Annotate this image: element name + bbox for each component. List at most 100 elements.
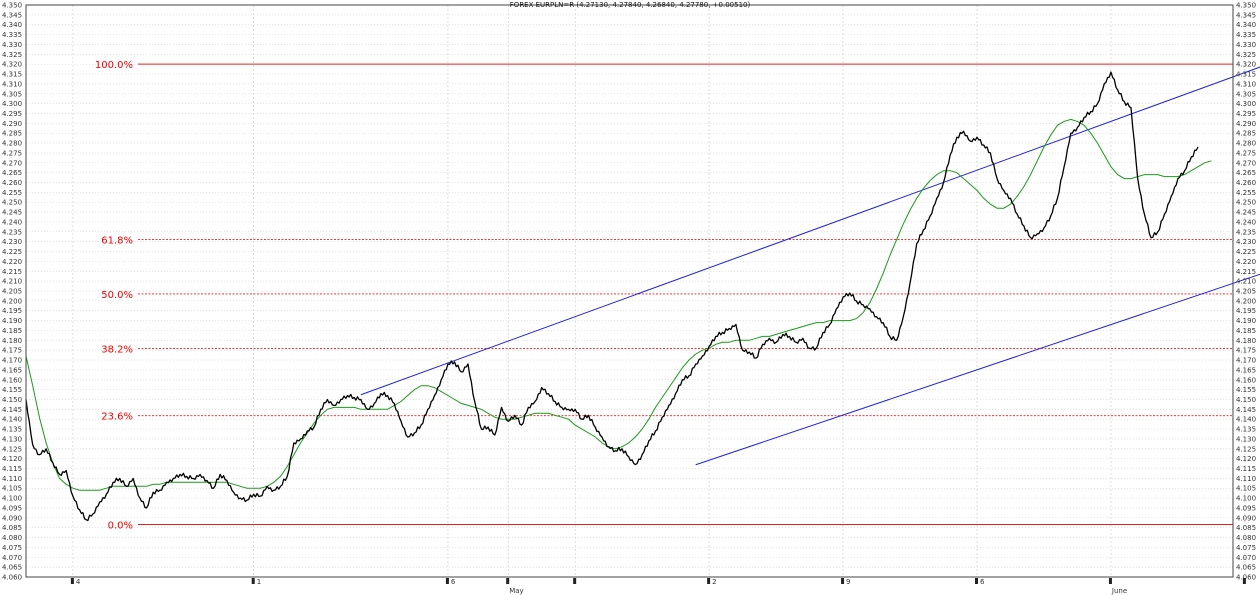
grid (26, 4, 1246, 578)
y-tick-label-left: 4.260 (2, 179, 22, 187)
upper-channel-line (360, 66, 1260, 396)
fib-level-label: 100.0% (95, 60, 133, 71)
y-tick-label-right: 4.185 (1236, 327, 1256, 335)
y-tick-label-right: 4.345 (1236, 11, 1256, 19)
y-tick-label-right: 4.120 (1236, 455, 1256, 463)
y-tick-label-left: 4.165 (2, 366, 22, 374)
y-tick-label-left: 4.095 (2, 504, 22, 512)
y-tick-label-right: 4.180 (1236, 337, 1256, 345)
y-tick-label-left: 4.130 (2, 435, 22, 443)
x-tick-marker (70, 578, 74, 584)
y-tick-label-right: 4.110 (1236, 475, 1256, 483)
y-tick-label-left: 4.185 (2, 327, 22, 335)
y-tick-label-left: 4.240 (2, 218, 22, 226)
y-tick-label-left: 4.105 (2, 485, 22, 493)
y-tick-label-left: 4.205 (2, 288, 22, 296)
y-tick-label-left: 4.215 (2, 268, 22, 276)
y-tick-label-right: 4.125 (1236, 445, 1256, 453)
y-tick-label-left: 4.320 (2, 61, 22, 69)
y-tick-label-right: 4.155 (1236, 386, 1256, 394)
y-tick-label-left: 4.345 (2, 11, 22, 19)
y-tick-label-left: 4.255 (2, 189, 22, 197)
x-tick-marker (573, 578, 577, 584)
y-tick-label-right: 4.150 (1236, 396, 1256, 404)
y-tick-label-left: 4.090 (2, 514, 22, 522)
y-tick-label-left: 4.245 (2, 209, 22, 217)
y-tick-label-right: 4.195 (1236, 307, 1256, 315)
y-tick-label-right: 4.245 (1236, 209, 1256, 217)
y-tick-label-left: 4.080 (2, 534, 22, 542)
y-tick-label-right: 4.105 (1236, 485, 1256, 493)
y-tick-label-right: 4.255 (1236, 189, 1256, 197)
price-line (25, 71, 1199, 522)
y-tick-label-left: 4.210 (2, 278, 22, 286)
y-tick-label-left: 4.170 (2, 357, 22, 365)
y-tick-label-left: 4.075 (2, 544, 22, 552)
y-tick-label-left: 4.220 (2, 258, 22, 266)
y-tick-label-right: 4.175 (1236, 347, 1256, 355)
y-tick-label-left: 4.225 (2, 248, 22, 256)
y-tick-label-left: 4.120 (2, 455, 22, 463)
fib-level-label: 61.8% (101, 236, 133, 247)
y-tick-label-left: 4.100 (2, 495, 22, 503)
fibonacci-levels: 100.0% 61.8% 50.0% 38.2% 23.6% 0.0% (95, 60, 1233, 532)
chart-title: FOREX EURPLN=R (4.27130, 4.27840, 4.2684… (510, 1, 751, 9)
y-tick-label-right: 4.085 (1236, 524, 1256, 532)
y-tick-label-left: 4.350 (2, 2, 22, 10)
y-tick-label-right: 4.310 (1236, 80, 1256, 88)
y-tick-label-right: 4.320 (1236, 61, 1256, 69)
y-tick-label-right: 4.205 (1236, 288, 1256, 296)
y-tick-label-right: 4.250 (1236, 199, 1256, 207)
y-tick-label-right: 4.230 (1236, 238, 1256, 246)
y-tick-label-left: 4.340 (2, 21, 22, 29)
y-tick-label-right: 4.325 (1236, 51, 1256, 59)
y-tick-label-left: 4.330 (2, 41, 22, 49)
y-tick-label-right: 4.090 (1236, 514, 1256, 522)
y-tick-label-right: 4.240 (1236, 218, 1256, 226)
y-tick-label-right: 4.170 (1236, 357, 1256, 365)
y-tick-label-left: 4.305 (2, 90, 22, 98)
y-tick-label-left: 4.310 (2, 80, 22, 88)
y-tick-label-left: 4.150 (2, 396, 22, 404)
x-tick-marker (506, 578, 510, 584)
y-tick-label-left: 4.315 (2, 71, 22, 79)
plot-frame (25, 4, 1234, 578)
y-tick-label-right: 4.160 (1236, 376, 1256, 384)
y-tick-label-right: 4.145 (1236, 406, 1256, 414)
y-tick-label-left: 4.110 (2, 475, 22, 483)
y-tick-label-left: 4.145 (2, 406, 22, 414)
y-tick-label-left: 4.160 (2, 376, 22, 384)
y-tick-label-left: 4.230 (2, 238, 22, 246)
fib-level-label: 0.0% (108, 521, 133, 532)
y-tick-label-right: 4.225 (1236, 248, 1256, 256)
y-tick-label-left: 4.335 (2, 31, 22, 39)
x-tick-marker (445, 578, 449, 584)
y-tick-label-right: 4.335 (1236, 31, 1256, 39)
y-tick-label-right: 4.100 (1236, 495, 1256, 503)
y-tick-label-left: 4.265 (2, 169, 22, 177)
y-tick-label-left: 4.085 (2, 524, 22, 532)
y-tick-label-right: 4.305 (1236, 90, 1256, 98)
x-tick-label: 6 (451, 578, 456, 586)
y-tick-label-left: 4.155 (2, 386, 22, 394)
y-tick-label-left: 4.070 (2, 554, 22, 562)
y-tick-label-right: 4.190 (1236, 317, 1256, 325)
y-tick-label-left: 4.285 (2, 130, 22, 138)
y-tick-label-left: 4.280 (2, 140, 22, 148)
y-tick-label-right: 4.060 (1236, 574, 1256, 582)
fib-level-label: 50.0% (101, 290, 133, 301)
y-tick-label-left: 4.135 (2, 426, 22, 434)
y-tick-label-right: 4.235 (1236, 228, 1256, 236)
y-tick-label-left: 4.270 (2, 159, 22, 167)
y-tick-label-right: 4.330 (1236, 41, 1256, 49)
y-tick-label-right: 4.290 (1236, 120, 1256, 128)
x-tick-label: 2 (712, 578, 716, 586)
y-tick-label-right: 4.300 (1236, 100, 1256, 108)
y-tick-label-right: 4.280 (1236, 140, 1256, 148)
y-tick-label-left: 4.140 (2, 416, 22, 424)
y-tick-label-left: 4.250 (2, 199, 22, 207)
y-tick-label-right: 4.080 (1236, 534, 1256, 542)
y-tick-label-right: 4.215 (1236, 268, 1256, 276)
y-tick-label-left: 4.115 (2, 465, 22, 473)
